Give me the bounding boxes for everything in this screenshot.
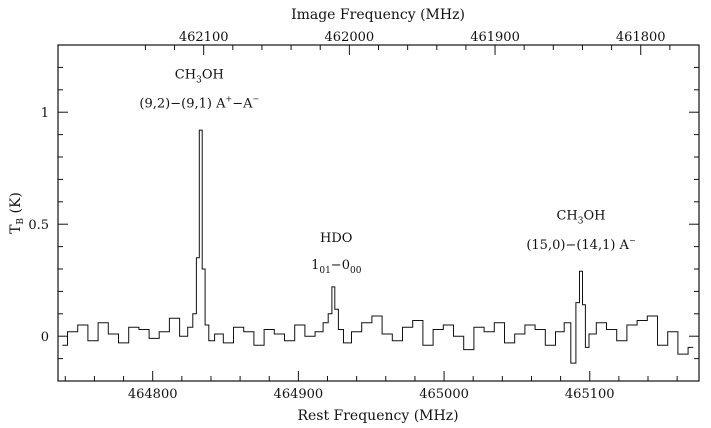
annotation-part: 00: [350, 266, 362, 276]
annotation-a1-line2: (9,2)−(9,1) A+−A−: [139, 95, 259, 112]
y-tick-label: 0: [41, 330, 49, 345]
annotation-part: OH: [202, 68, 224, 83]
annotation-part: −: [252, 95, 259, 104]
annotations: CH3OH(9,2)−(9,1) A+−A−HDO101−000CH3OH(15…: [139, 68, 635, 276]
annotation-part: +: [225, 95, 232, 104]
x2-tick-label: 462100: [179, 30, 229, 45]
annotation-a1-line1: CH3OH: [175, 68, 224, 86]
y-axis-title-sub: B: [16, 218, 26, 225]
axis-ticks: [58, 44, 700, 382]
annotation-part: (9,2)−(9,1) A: [139, 97, 226, 112]
series-spectrum-line: [62, 129, 694, 364]
x-axis-title: Rest Frequency (MHz): [297, 408, 458, 424]
annotation-part: −: [629, 236, 636, 245]
annotation-part: 3: [578, 217, 584, 227]
x-tick-label: 464800: [128, 387, 178, 402]
annotation-part: CH: [175, 68, 196, 83]
x2-axis-title: Image Frequency (MHz): [291, 7, 465, 23]
x2-tick-label: 461900: [470, 30, 520, 45]
x-tick-label: 464900: [274, 387, 324, 402]
annotation-a3-line1: CH3OH: [556, 209, 605, 227]
y-axis-title: TB (K): [8, 192, 26, 234]
annotation-part: 1: [311, 258, 319, 273]
x2-tick-label: 462000: [325, 30, 375, 45]
annotation-a2-line2: 101−000: [311, 258, 362, 276]
annotation-part: 3: [196, 76, 202, 86]
x2-tick-label: 461800: [616, 30, 666, 45]
x-tick-label: 465000: [419, 387, 469, 402]
annotation-part: CH: [556, 209, 577, 224]
annotation-part: OH: [584, 209, 606, 224]
annotation-part: −0: [331, 258, 350, 273]
x-tick-label: 465100: [565, 387, 615, 402]
y-axis-title-main: T: [8, 224, 24, 234]
annotation-part: 01: [319, 266, 330, 276]
y-tick-label: 0.5: [28, 218, 49, 233]
y-tick-label: 1: [41, 106, 49, 121]
annotation-a2-line1: HDO: [320, 231, 352, 246]
tick-labels: 464800 464900 465000 465100 462100 462000 4619…: [28, 30, 666, 402]
annotation-part: HDO: [320, 231, 352, 246]
annotation-a3-line2: (15,0)−(14,1) A−: [526, 236, 635, 253]
annotation-part: (15,0)−(14,1) A: [526, 238, 629, 253]
y-axis-title-unit: (K): [8, 192, 24, 218]
annotation-part: −A: [232, 97, 253, 112]
